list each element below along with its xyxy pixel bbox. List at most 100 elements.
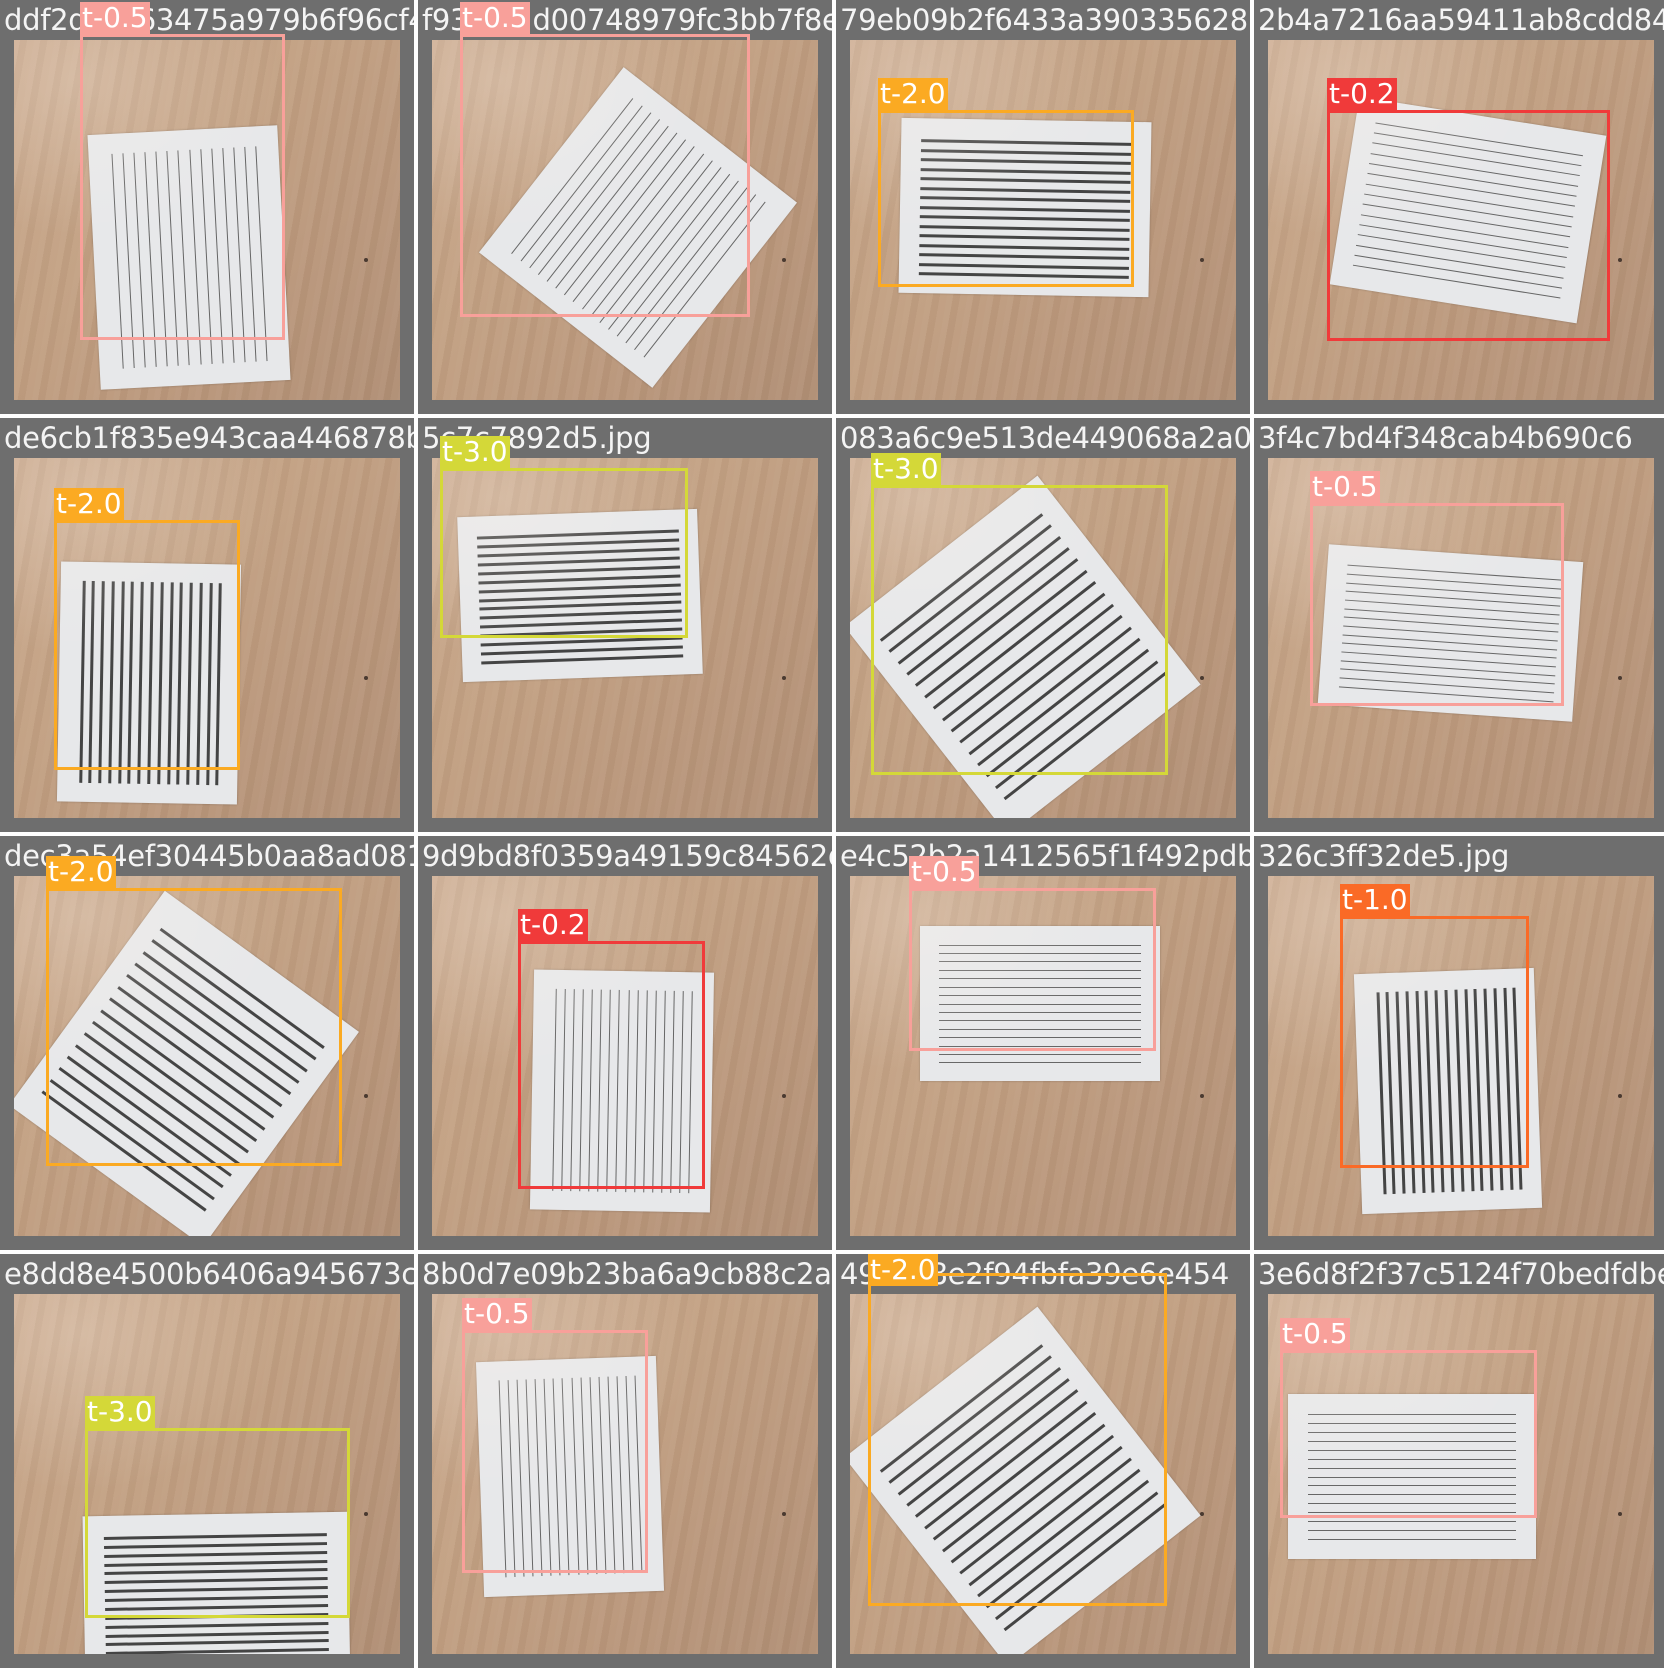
desk-photo	[850, 876, 1236, 1236]
printed-line	[481, 654, 684, 665]
detection-label: t-2.0	[46, 855, 116, 888]
printed-line	[1307, 1494, 1517, 1496]
detection-label: t-3.0	[871, 452, 941, 485]
detection-box[interactable]	[909, 888, 1156, 1051]
detection-label: t-3.0	[440, 435, 510, 468]
detection-box[interactable]	[1310, 503, 1564, 706]
desk-photo	[14, 1294, 400, 1654]
image-filename: 2b4a7216aa59411ab8cdd849	[1258, 3, 1664, 37]
detection-label: t-0.5	[1310, 470, 1380, 503]
printed-line	[939, 1062, 1141, 1064]
detection-label: t-2.0	[54, 487, 124, 520]
desk-speck	[1200, 1094, 1204, 1098]
detection-label: t-0.2	[1327, 77, 1397, 110]
desk-speck	[1200, 258, 1204, 262]
detection-box[interactable]	[871, 485, 1168, 775]
detection-label: t-0.5	[460, 1, 530, 34]
detection-box[interactable]	[878, 110, 1134, 287]
desk-speck	[782, 676, 786, 680]
printed-line	[106, 1648, 329, 1654]
desk-photo	[14, 40, 400, 400]
desk-speck	[1200, 1512, 1204, 1516]
result-tile: 3f4c7bd4f348cab4b690c6 t-0.5	[1254, 418, 1664, 832]
desk-photo	[1268, 1294, 1654, 1654]
result-tile: 9d9bd8f0359a49159c84562d15247e37b67fb.jp…	[418, 836, 832, 1250]
detection-label: t-0.5	[80, 1, 150, 34]
detection-label: t-1.0	[1340, 883, 1410, 916]
desk-speck	[782, 258, 786, 262]
desk-speck	[364, 676, 368, 680]
result-tile: ddf2dc5e63475a979b6f96cf4… t-0.5	[0, 0, 414, 414]
desk-photo	[432, 40, 818, 400]
result-tile: e8dd8e4500b6406a945673c848d7c83e35fd4 t-3…	[0, 1254, 414, 1668]
printed-line	[1307, 1512, 1517, 1514]
desk-speck	[364, 1094, 368, 1098]
result-tile: 5c7c7892d5.jpg t-3.0	[418, 418, 832, 832]
printed-line	[1307, 1539, 1517, 1541]
printed-line	[1307, 1530, 1517, 1532]
detection-box[interactable]	[80, 34, 285, 340]
result-tile: f93f5b2d00748979fc3bb7f8e29d9ea7.jpgt-0.…	[418, 0, 832, 414]
image-filename: ddf2dc5e63475a979b6f96cf4…	[4, 3, 414, 37]
detection-label: t-0.5	[1280, 1317, 1350, 1350]
desk-photo	[1268, 458, 1654, 818]
printed-line	[1307, 1521, 1517, 1523]
printed-line	[480, 636, 683, 647]
desk-speck	[1200, 676, 1204, 680]
result-tile: e4c52b2a1412565f1f492pdb45eb89d5fc8dt-0.…	[836, 836, 1250, 1250]
result-tile: 49e8e8e2f94fbfa39e6e454 t-2.0	[836, 1254, 1250, 1668]
desk-photo	[850, 1294, 1236, 1654]
printed-line	[481, 645, 683, 656]
result-tile: 2b4a7216aa59411ab8cdd849 t-0.2	[1254, 0, 1664, 414]
result-tile: 8b0d7e09b23ba6a9cb88c2a.jpg t-0.5	[418, 1254, 832, 1668]
detection-label: t-3.0	[85, 1395, 155, 1428]
detection-box[interactable]	[54, 520, 240, 770]
detection-box[interactable]	[462, 1330, 648, 1573]
image-filename: 3e6d8f2f37c5124f70bedfdbe9	[1258, 1257, 1664, 1291]
desk-speck	[364, 258, 368, 262]
desk-photo	[14, 876, 400, 1236]
desk-speck	[364, 1512, 368, 1516]
detection-box[interactable]	[1280, 1350, 1537, 1518]
image-filename: e4c52b2a1412565f1f492pdb45eb89d5fc8d	[840, 839, 1250, 873]
result-tile: 79eb09b2f6433a3903356281c93dfacab.jpg t-2…	[836, 0, 1250, 414]
desk-speck	[782, 1512, 786, 1516]
desk-speck	[1618, 676, 1622, 680]
desk-speck	[1618, 1094, 1622, 1098]
printed-line	[105, 1630, 329, 1638]
detection-box[interactable]	[46, 888, 342, 1166]
detection-box[interactable]	[85, 1428, 350, 1618]
detection-box[interactable]	[518, 941, 705, 1189]
image-filename: 326c3ff32de5.jpg	[1258, 839, 1510, 873]
result-tile: 326c3ff32de5.jpg t-1.0	[1254, 836, 1664, 1250]
desk-speck	[1618, 1512, 1622, 1516]
detection-box[interactable]	[1340, 916, 1529, 1168]
image-filename: 9d9bd8f0359a49159c84562d15247e37b67fb.jp…	[422, 839, 832, 873]
printed-line	[939, 1053, 1141, 1055]
detection-label: t-0.5	[462, 1297, 532, 1330]
image-filename: 8b0d7e09b23ba6a9cb88c2a.jpg	[422, 1257, 832, 1291]
detection-box[interactable]	[868, 1273, 1167, 1606]
result-tile: 3e6d8f2f37c5124f70bedfdbe9 t-0.5	[1254, 1254, 1664, 1668]
detection-label: t-2.0	[868, 1254, 938, 1286]
detection-box[interactable]	[460, 34, 750, 317]
image-filename: 3f4c7bd4f348cab4b690c6	[1258, 421, 1633, 455]
desk-speck	[1618, 258, 1622, 262]
result-tile: dec3a54ef30445b0aa8ad0819b0a1f4f3b9e.jpg…	[0, 836, 414, 1250]
printed-line	[1307, 1503, 1517, 1505]
result-tile: de6cb1f835e943caa446878bc6fe6f923d5fa44a…	[0, 418, 414, 832]
detection-box[interactable]	[440, 468, 688, 638]
desk-photo	[432, 458, 818, 818]
printed-line	[105, 1639, 329, 1647]
desk-photo	[432, 876, 818, 1236]
desk-photo	[850, 458, 1236, 818]
desk-photo	[432, 1294, 818, 1654]
image-filename: 083a6c9e513de449068a2a025b140e7d1795.jpg	[840, 421, 1250, 455]
result-tile: 083a6c9e513de449068a2a025b140e7d1795.jpg…	[836, 418, 1250, 832]
detection-label: t-0.2	[518, 908, 588, 941]
detection-label: t-2.0	[878, 77, 948, 110]
image-filename: 79eb09b2f6433a3903356281c93dfacab.jpg	[840, 3, 1250, 37]
detection-box[interactable]	[1327, 110, 1610, 341]
image-filename: de6cb1f835e943caa446878bc6fe6f923d5fa44a…	[4, 421, 414, 455]
